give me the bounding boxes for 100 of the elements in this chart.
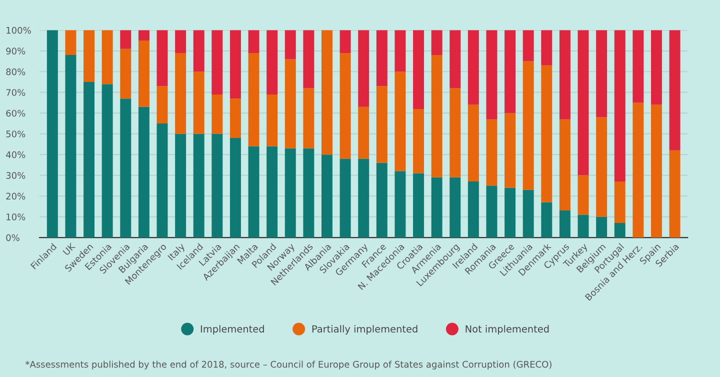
bar [522,30,534,62]
bar [230,30,241,99]
bar [322,154,332,238]
bar [413,173,424,238]
bar [230,98,241,138]
bar [559,119,570,211]
bar [46,30,58,238]
bar [632,102,644,238]
bar [376,162,388,238]
bar [266,94,278,146]
bar [614,30,626,182]
bar [468,182,479,238]
bar [84,82,95,238]
bar [340,30,351,53]
bar [303,88,314,148]
y-tick-label: 80% [6,68,26,76]
bar [212,134,223,238]
bar [394,30,406,72]
text: *Assessments published by the end of 2018, source – Council of Europe Group of States against Corruption (GRECO) [25,360,552,370]
bar [120,30,132,49]
legend-label: Implemented [200,325,264,334]
bar [431,30,442,56]
bar [578,214,589,238]
y-tick-label: 30% [6,172,26,179]
legend-label: Not implemented [466,325,549,334]
bar [376,86,388,163]
bar [156,123,168,238]
bar [394,171,406,238]
bar [504,113,516,188]
bar [578,30,589,176]
bar [358,30,370,107]
bar [340,158,351,238]
bar [450,177,461,238]
bar [248,30,260,53]
bar [413,30,424,109]
bar [193,72,204,134]
bar [138,40,150,107]
bar [376,30,388,86]
y-tick-label: 0% [6,234,20,242]
bar [541,202,552,238]
bar [84,30,95,82]
bar [504,188,516,238]
bar [504,30,516,114]
bar [450,30,461,88]
bar [138,106,150,238]
bar [614,182,626,223]
bar [450,88,461,178]
bar [486,186,498,238]
bar [431,55,442,178]
bar [212,30,223,94]
y-tick-label: 50% [6,130,26,138]
y-tick-label: 70% [6,89,26,96]
bar [413,108,424,174]
bar [431,177,442,238]
bar [541,65,552,202]
bar [559,210,570,238]
bar [102,84,113,238]
bar [486,119,498,186]
bar [578,175,589,215]
bar [65,55,76,238]
bar [266,146,278,238]
bar [522,190,534,238]
bar [541,30,552,66]
bar [614,222,626,238]
bar [669,150,680,238]
bar [284,148,296,238]
bar [358,158,370,238]
bar [212,94,223,134]
bar [120,48,132,99]
bar [303,30,314,88]
bar [669,30,680,150]
legend-label: Partially implemented [312,325,418,334]
bar [248,146,260,238]
bar [596,30,608,118]
y-tick-label: 40% [6,151,26,158]
bar [650,30,662,105]
y-tick-label: 10% [6,214,26,220]
bar [65,30,76,56]
y-tick-label: 90% [6,48,26,54]
bar [193,30,204,72]
y-tick-label: 60% [6,110,26,117]
bar [303,148,314,238]
bar [596,117,608,217]
bar [468,104,479,182]
bar [522,61,534,190]
bar [596,216,608,238]
bar [156,86,168,124]
bar [230,138,241,238]
y-tick-label: 100% [6,26,31,34]
bar [120,98,132,238]
bar [284,59,296,148]
bar [394,72,406,172]
bar [266,30,278,94]
bar [175,52,186,134]
bar [358,106,370,159]
bar [138,30,150,41]
bar [486,30,498,120]
bar [650,104,662,238]
bar [156,30,168,86]
bar [102,30,113,84]
